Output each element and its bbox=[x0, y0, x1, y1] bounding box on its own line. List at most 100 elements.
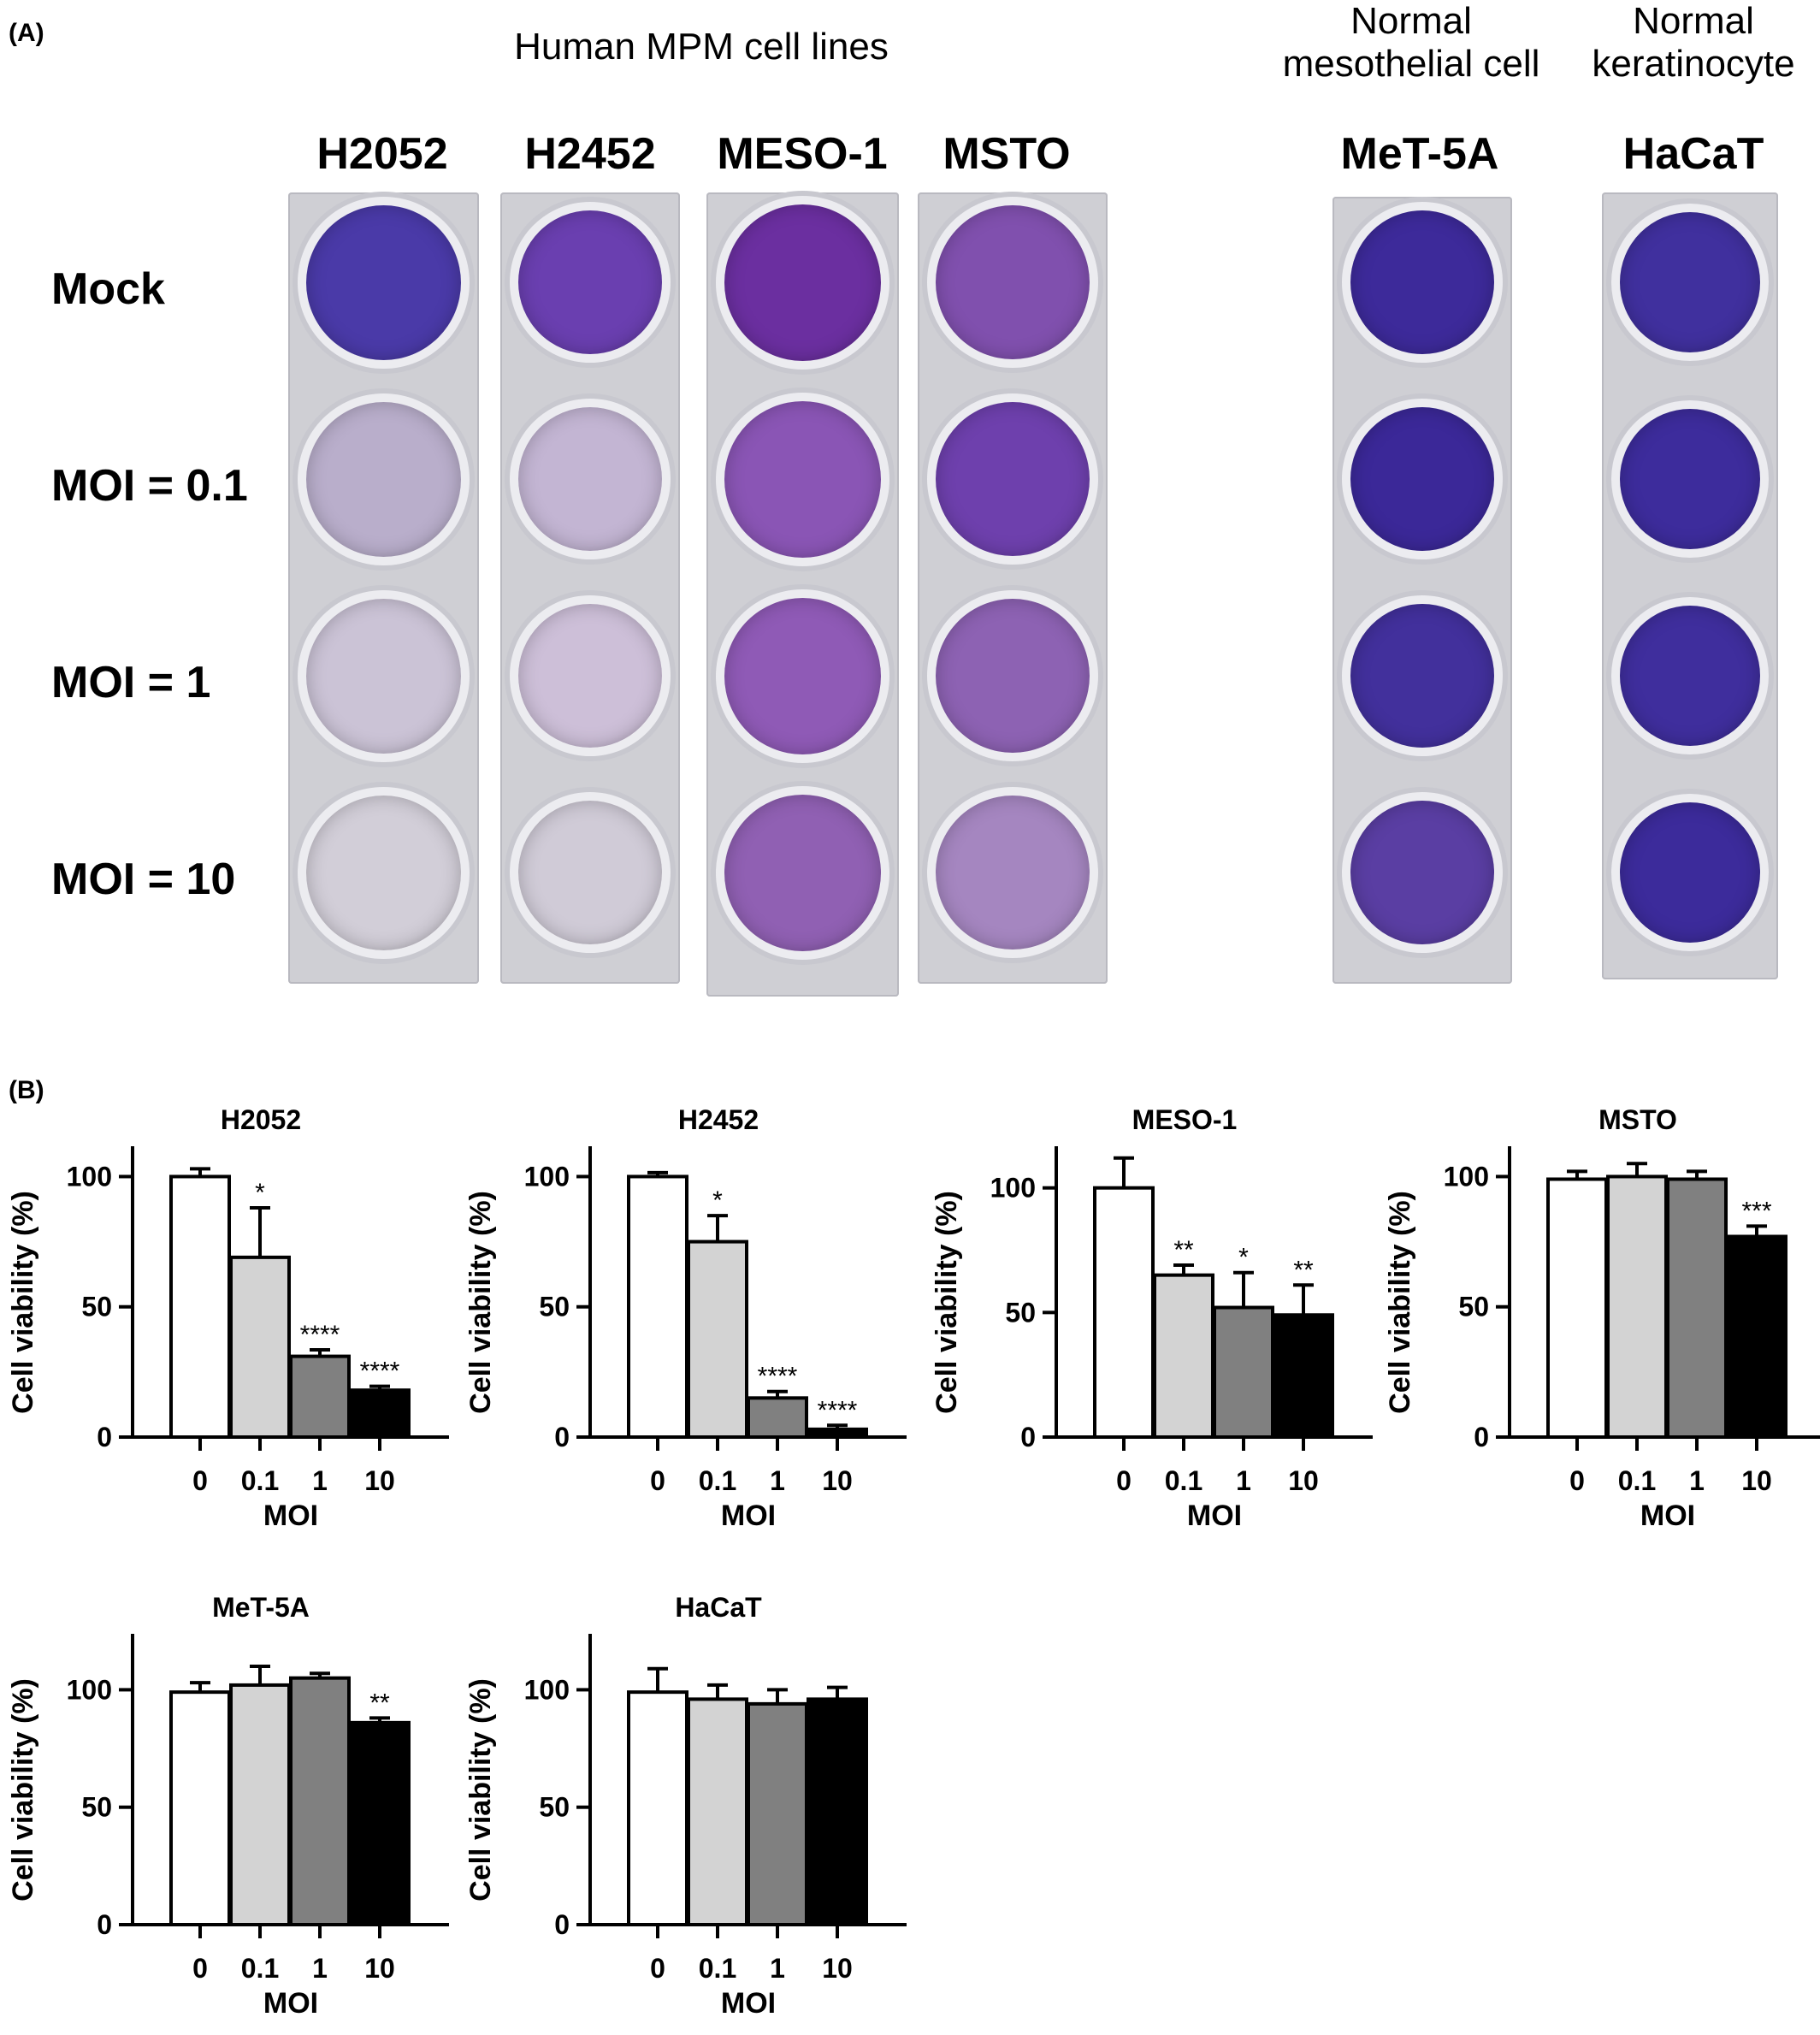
significance-label: **** bbox=[360, 1358, 400, 1386]
bar-moi-10 bbox=[807, 1697, 868, 1927]
y-tick-label: 50 bbox=[1005, 1297, 1036, 1328]
x-tick-label: 10 bbox=[822, 1465, 853, 1496]
group-title-line: Normal bbox=[1633, 0, 1754, 42]
x-tick-label: 10 bbox=[822, 1953, 853, 1984]
well-hacat-row-3 bbox=[1620, 606, 1760, 746]
column-header-meso-1: MESO-1 bbox=[717, 129, 888, 179]
x-tick-label: 0 bbox=[650, 1465, 665, 1496]
bar-moi-0.1 bbox=[1606, 1174, 1668, 1439]
well-h2452-row-2 bbox=[518, 407, 662, 551]
y-axis-label: Cell viability (%) bbox=[464, 1678, 497, 1902]
group-title-line: mesothelial cell bbox=[1282, 43, 1540, 85]
x-tick-label: 1 bbox=[312, 1953, 328, 1984]
well-h2052-row-3 bbox=[306, 598, 461, 754]
column-header-h2452: H2452 bbox=[524, 129, 656, 179]
significance-label: **** bbox=[300, 1321, 340, 1349]
group-title-normal-keratinocyte: Normal keratinocyte bbox=[1552, 0, 1820, 86]
bar-moi-0 bbox=[627, 1690, 688, 1926]
y-tick-label: 100 bbox=[990, 1173, 1036, 1204]
bar-moi-0 bbox=[1093, 1186, 1155, 1440]
x-tick-label: 0.1 bbox=[1618, 1465, 1656, 1496]
y-tick-label: 100 bbox=[67, 1161, 112, 1192]
x-tick-label: 10 bbox=[1741, 1465, 1772, 1496]
chart-title: MSTO bbox=[1598, 1104, 1677, 1135]
bar-moi-0.1 bbox=[687, 1239, 748, 1439]
row-header-moi-10: MOI = 10 bbox=[51, 855, 236, 904]
bar-moi-10 bbox=[349, 1720, 411, 1926]
chart-title: MESO-1 bbox=[1132, 1104, 1238, 1135]
bar-moi-0 bbox=[627, 1174, 688, 1439]
y-tick-label: 100 bbox=[67, 1674, 112, 1705]
bar-moi-0.1 bbox=[229, 1683, 291, 1926]
x-axis-label: MOI bbox=[721, 1987, 776, 2020]
well-met-5a-row-2 bbox=[1350, 407, 1494, 551]
well-h2452-row-4 bbox=[518, 801, 662, 944]
x-axis-label: MOI bbox=[263, 1987, 318, 2020]
x-tick-label: 0.1 bbox=[241, 1953, 279, 1984]
x-tick-label: 0 bbox=[1569, 1465, 1585, 1496]
bar-moi-0.1 bbox=[229, 1255, 291, 1439]
bar-moi-1 bbox=[1213, 1305, 1274, 1439]
well-msto-row-4 bbox=[936, 796, 1090, 949]
chart-title: H2452 bbox=[678, 1104, 759, 1135]
significance-label: *** bbox=[1741, 1197, 1771, 1225]
panel-b-label: (B) bbox=[9, 1076, 44, 1104]
well-h2052-row-4 bbox=[306, 795, 461, 950]
bar-moi-1 bbox=[747, 1396, 808, 1439]
well-h2052-row-2 bbox=[306, 401, 461, 557]
x-tick-label: 10 bbox=[1288, 1465, 1319, 1496]
bar-moi-10 bbox=[1726, 1234, 1788, 1439]
column-header-msto: MSTO bbox=[942, 129, 1071, 179]
column-header-hacat: HaCaT bbox=[1622, 129, 1764, 179]
significance-label: ** bbox=[1293, 1256, 1314, 1284]
significance-label: ** bbox=[369, 1689, 390, 1717]
x-tick-label: 10 bbox=[364, 1465, 395, 1496]
y-axis-label: Cell viability (%) bbox=[7, 1191, 39, 1414]
y-axis-label: Cell viability (%) bbox=[1384, 1191, 1416, 1414]
x-tick-label: 0 bbox=[192, 1953, 208, 1984]
y-tick-label: 50 bbox=[539, 1792, 570, 1823]
chart-title: H2052 bbox=[221, 1104, 301, 1135]
y-axis-label: Cell viability (%) bbox=[7, 1678, 39, 1902]
well-h2052-row-1 bbox=[306, 204, 461, 360]
y-tick-label: 0 bbox=[1020, 1422, 1036, 1452]
bar-moi-0 bbox=[169, 1174, 231, 1439]
x-tick-label: 1 bbox=[770, 1953, 785, 1984]
well-h2452-row-1 bbox=[518, 210, 662, 354]
x-tick-label: 1 bbox=[770, 1465, 785, 1496]
bar-moi-1 bbox=[289, 1676, 351, 1926]
x-tick-label: 0.1 bbox=[699, 1953, 736, 1984]
well-met-5a-row-1 bbox=[1350, 210, 1494, 354]
well-met-5a-row-4 bbox=[1350, 801, 1494, 944]
well-h2452-row-3 bbox=[518, 604, 662, 748]
x-axis-label: MOI bbox=[1187, 1500, 1242, 1532]
y-tick-label: 0 bbox=[1474, 1422, 1489, 1452]
bar-moi-1 bbox=[1666, 1177, 1728, 1439]
y-tick-label: 100 bbox=[524, 1161, 570, 1192]
significance-label: ** bbox=[1173, 1236, 1194, 1264]
group-title-mpm: Human MPM cell lines bbox=[514, 26, 889, 68]
y-axis-label: Cell viability (%) bbox=[464, 1191, 497, 1414]
bar-moi-0.1 bbox=[687, 1697, 748, 1927]
bar-moi-0 bbox=[1546, 1177, 1608, 1439]
well-msto-row-2 bbox=[936, 402, 1090, 556]
x-tick-label: 0.1 bbox=[241, 1465, 279, 1496]
y-tick-label: 0 bbox=[554, 1422, 570, 1452]
y-tick-label: 50 bbox=[81, 1792, 112, 1823]
y-tick-label: 0 bbox=[97, 1422, 112, 1452]
well-msto-row-3 bbox=[936, 599, 1090, 753]
x-tick-label: 0 bbox=[650, 1953, 665, 1984]
bar-moi-10 bbox=[1273, 1313, 1334, 1439]
well-hacat-row-4 bbox=[1620, 802, 1760, 943]
panel-a-label: (A) bbox=[9, 19, 44, 47]
well-meso-1-row-4 bbox=[724, 794, 881, 951]
well-meso-1-row-3 bbox=[724, 597, 881, 754]
y-tick-label: 50 bbox=[539, 1292, 570, 1322]
x-tick-label: 0 bbox=[1116, 1465, 1132, 1496]
chart-title: HaCaT bbox=[675, 1592, 762, 1623]
